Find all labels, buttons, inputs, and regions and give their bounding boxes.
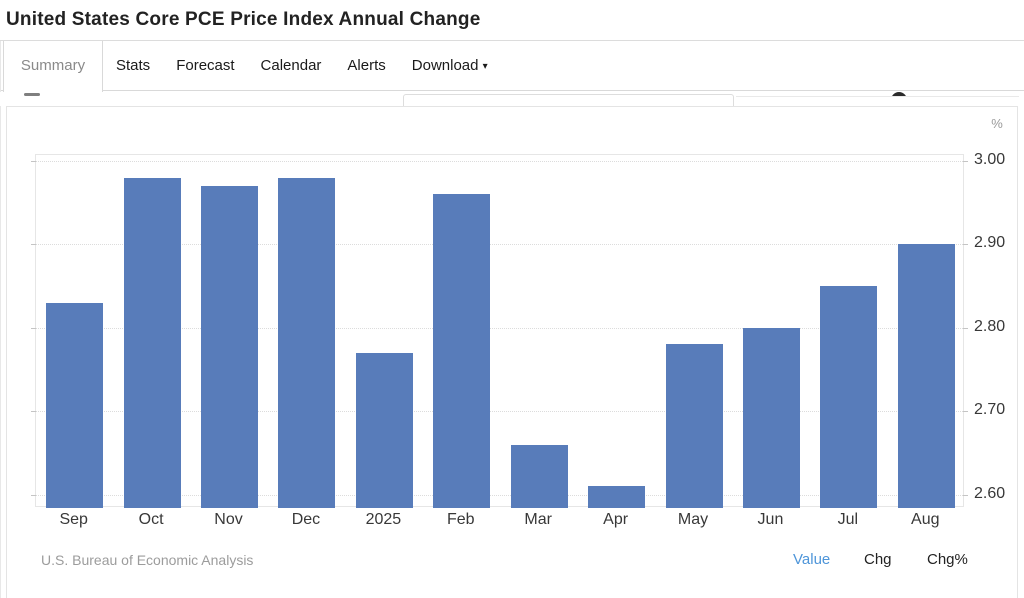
chart-bar[interactable] [433, 194, 491, 508]
chevron-down-icon: ▾ [482, 61, 488, 72]
y-axis-tick [31, 160, 36, 162]
chart-bar[interactable] [510, 444, 568, 508]
gridline [36, 160, 963, 162]
y-axis-tick [31, 494, 36, 496]
y-axis-tick-label: 2.70 [974, 401, 1006, 419]
tab-calendar[interactable]: Calendar [260, 57, 322, 74]
toolbar-strip [0, 92, 1024, 106]
chart-bar[interactable] [46, 302, 104, 508]
plot-area [31, 154, 968, 508]
tab-forecast[interactable]: Forecast [176, 57, 235, 74]
toolbar-divider [736, 96, 1019, 106]
y-axis-tick [963, 244, 968, 246]
y-axis-tick-label: 3.00 [974, 150, 1006, 168]
x-axis-tick-label: Nov [214, 511, 243, 528]
y-axis-tick [31, 327, 36, 329]
x-axis-tick-label: Jul [837, 511, 859, 528]
x-axis-tick-label: Dec [291, 511, 321, 528]
x-axis-tick-label: Oct [138, 511, 164, 528]
chart-bar[interactable] [123, 177, 181, 508]
chart-bar[interactable] [355, 352, 413, 508]
source-attribution: U.S. Bureau of Economic Analysis [41, 552, 254, 568]
gridline [36, 327, 963, 329]
tab-stats[interactable]: Stats [116, 57, 151, 74]
x-axis-tick-label: Aug [911, 511, 940, 528]
y-axis-tick [963, 494, 968, 496]
chart-bar[interactable] [820, 286, 878, 508]
x-axis-tick-label: May [677, 511, 709, 528]
tab-download-label: Download [411, 57, 479, 74]
chart-bar[interactable] [665, 344, 723, 508]
gridline [36, 244, 963, 246]
chart-bar[interactable] [278, 177, 336, 508]
x-axis-tick-label: Sep [59, 511, 88, 528]
tab-summary[interactable]: Summary [3, 41, 103, 92]
x-axis-tick-label: 2025 [365, 511, 402, 528]
y-axis-tick [963, 411, 968, 413]
page-title: United States Core PCE Price Index Annua… [0, 0, 1024, 41]
tab-bar: Summary Stats Forecast Calendar Alerts D… [0, 41, 1024, 92]
tab-alerts[interactable]: Alerts [347, 57, 386, 74]
y-axis-tick-label: 2.80 [974, 317, 1006, 335]
chart-bar[interactable] [897, 244, 955, 508]
footer-link-chg-percent[interactable]: Chg% [927, 551, 968, 568]
y-axis: 3.00 2.90 2.80 2.70 2.60 [974, 150, 1020, 507]
y-axis-tick [963, 327, 968, 329]
gridline [36, 411, 963, 413]
y-axis-tick [31, 244, 36, 246]
footer-link-value[interactable]: Value [793, 551, 831, 568]
chart-bar[interactable] [588, 486, 646, 508]
chart-panel: % 3.00 2.90 2.80 2.70 2.60 Sep Oct Nov Dec 2025 F… [6, 106, 1018, 598]
page-edge-divider [0, 41, 1, 598]
chart-tool-icon[interactable] [24, 93, 40, 96]
y-axis-tick [963, 160, 968, 162]
x-axis-tick-label: Feb [446, 511, 475, 528]
y-axis-tick-label: 2.90 [974, 234, 1006, 252]
chart-bar[interactable] [742, 327, 800, 508]
x-axis-tick-label: Mar [524, 511, 552, 528]
gridline [36, 494, 963, 496]
y-axis-tick-label: 2.60 [974, 484, 1006, 502]
x-axis-tick-label: Jun [757, 511, 784, 528]
y-axis-tick [31, 411, 36, 413]
footer-link-chg[interactable]: Chg [864, 551, 892, 568]
x-axis: Sep Oct Nov Dec 2025 Feb Mar Apr May Jun Jul Aug [35, 511, 964, 535]
chart-bar[interactable] [201, 185, 259, 508]
tab-download[interactable]: Download ▾ [399, 41, 501, 90]
search-input[interactable] [403, 94, 734, 106]
x-axis-tick-label: Apr [603, 511, 629, 528]
y-axis-unit-label: % [991, 116, 1003, 131]
